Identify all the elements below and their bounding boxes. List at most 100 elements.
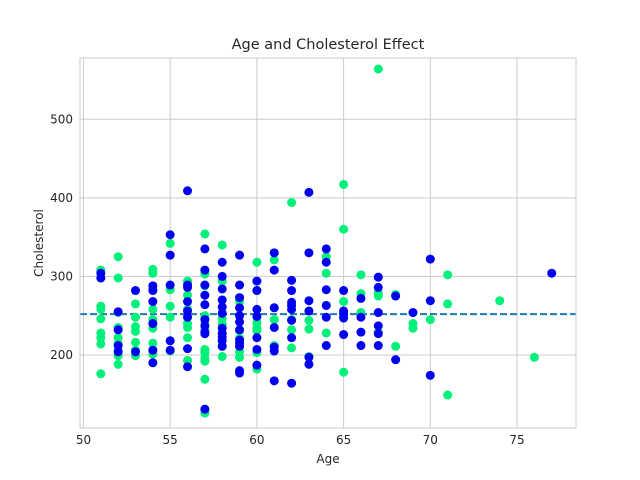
scatter-point-series-2 bbox=[304, 352, 314, 362]
scatter-point-series-2 bbox=[200, 315, 210, 325]
scatter-point-series-1 bbox=[183, 333, 193, 343]
scatter-point-series-2 bbox=[252, 360, 262, 370]
scatter-point-series-1 bbox=[321, 328, 331, 338]
scatter-point-series-2 bbox=[235, 303, 245, 313]
y-tick-label: 500 bbox=[50, 112, 73, 126]
scatter-point-series-2 bbox=[200, 329, 210, 339]
scatter-point-series-2 bbox=[287, 275, 297, 285]
scatter-point-series-2 bbox=[356, 327, 366, 337]
scatter-point-series-1 bbox=[165, 238, 175, 248]
scatter-point-series-2 bbox=[321, 244, 331, 254]
scatter-point-series-1 bbox=[130, 312, 140, 322]
scatter-point-series-2 bbox=[391, 355, 401, 365]
scatter-point-series-2 bbox=[148, 319, 158, 329]
scatter-point-series-2 bbox=[130, 286, 140, 296]
scatter-point-series-2 bbox=[304, 359, 314, 369]
scatter-point-series-2 bbox=[252, 344, 262, 354]
scatter-point-series-1 bbox=[425, 315, 435, 325]
scatter-point-series-2 bbox=[321, 312, 331, 322]
scatter-point-series-2 bbox=[235, 293, 245, 303]
scatter-point-series-2 bbox=[235, 311, 245, 321]
scatter-point-series-2 bbox=[200, 404, 210, 414]
scatter-point-series-1 bbox=[217, 240, 227, 250]
scatter-point-series-1 bbox=[96, 314, 106, 324]
x-tick-label: 65 bbox=[336, 433, 351, 447]
scatter-point-series-2 bbox=[269, 376, 279, 386]
scatter-point-series-2 bbox=[304, 187, 314, 197]
scatter-point-series-1 bbox=[113, 333, 123, 343]
scatter-point-series-2 bbox=[252, 333, 262, 343]
scatter-point-series-2 bbox=[304, 296, 314, 306]
scatter-point-series-1 bbox=[339, 367, 349, 377]
scatter-point-series-1 bbox=[287, 343, 297, 353]
scatter-point-series-1 bbox=[443, 299, 453, 309]
scatter-point-series-1 bbox=[339, 224, 349, 234]
data-points bbox=[96, 64, 557, 418]
scatter-point-series-2 bbox=[113, 347, 123, 357]
scatter-point-series-2 bbox=[339, 330, 349, 340]
scatter-point-series-2 bbox=[183, 312, 193, 322]
scatter-point-series-1 bbox=[235, 352, 245, 362]
scatter-point-series-2 bbox=[200, 265, 210, 275]
scatter-point-series-1 bbox=[113, 252, 123, 262]
scatter-point-series-1 bbox=[183, 355, 193, 365]
scatter-point-series-2 bbox=[252, 304, 262, 314]
scatter-point-series-2 bbox=[287, 286, 297, 296]
scatter-point-series-1 bbox=[304, 315, 314, 325]
scatter-point-series-2 bbox=[113, 341, 123, 351]
scatter-point-series-2 bbox=[183, 344, 193, 354]
y-tick-labels: 200 300 400 500 bbox=[50, 112, 73, 362]
scatter-point-series-2 bbox=[339, 313, 349, 323]
x-tick-label: 50 bbox=[76, 433, 91, 447]
scatter-point-series-1 bbox=[373, 64, 383, 74]
scatter-point-series-1 bbox=[148, 338, 158, 348]
scatter-point-series-2 bbox=[148, 358, 158, 368]
scatter-point-series-1 bbox=[200, 229, 210, 239]
plot-area bbox=[80, 58, 576, 428]
scatter-point-series-1 bbox=[269, 255, 279, 265]
scatter-point-series-2 bbox=[269, 303, 279, 313]
scatter-point-series-1 bbox=[495, 296, 505, 306]
scatter-point-series-1 bbox=[96, 333, 106, 343]
scatter-point-series-2 bbox=[425, 370, 435, 380]
scatter-point-series-2 bbox=[252, 311, 262, 321]
scatter-point-series-2 bbox=[373, 308, 383, 318]
scatter-point-series-2 bbox=[373, 282, 383, 292]
scatter-point-series-2 bbox=[183, 186, 193, 196]
scatter-point-series-1 bbox=[130, 299, 140, 309]
scatter-point-series-2 bbox=[304, 248, 314, 258]
scatter-point-series-2 bbox=[287, 333, 297, 343]
scatter-point-series-2 bbox=[148, 286, 158, 296]
scatter-point-series-1 bbox=[165, 312, 175, 322]
x-tick-label: 75 bbox=[509, 433, 524, 447]
scatter-point-series-2 bbox=[217, 308, 227, 318]
scatter-point-series-2 bbox=[547, 268, 557, 278]
scatter-point-series-1 bbox=[148, 304, 158, 314]
scatter-point-series-1 bbox=[287, 325, 297, 335]
scatter-point-series-2 bbox=[235, 280, 245, 290]
scatter-point-series-2 bbox=[373, 321, 383, 331]
scatter-point-series-1 bbox=[321, 268, 331, 278]
scatter-point-series-2 bbox=[356, 312, 366, 322]
scatter-point-series-2 bbox=[200, 321, 210, 331]
scatter-point-series-2 bbox=[356, 293, 366, 303]
scatter-point-series-1 bbox=[217, 352, 227, 362]
scatter-point-series-2 bbox=[200, 280, 210, 290]
scatter-point-series-2 bbox=[269, 265, 279, 275]
scatter-point-series-1 bbox=[183, 290, 193, 300]
scatter-point-series-2 bbox=[304, 306, 314, 316]
x-tick-labels: 50 55 60 65 70 75 bbox=[76, 433, 525, 447]
scatter-point-series-2 bbox=[235, 341, 245, 351]
x-tick-label: 70 bbox=[423, 433, 438, 447]
scatter-point-series-1 bbox=[96, 369, 106, 379]
scatter-point-series-2 bbox=[183, 282, 193, 292]
scatter-point-series-2 bbox=[373, 341, 383, 351]
scatter-point-series-2 bbox=[183, 297, 193, 307]
scatter-point-series-2 bbox=[165, 336, 175, 346]
scatter-point-series-2 bbox=[217, 302, 227, 312]
scatter-point-series-2 bbox=[113, 325, 123, 335]
scatter-point-series-2 bbox=[269, 248, 279, 258]
scatter-point-series-2 bbox=[287, 304, 297, 314]
scatter-point-series-2 bbox=[217, 295, 227, 305]
scatter-point-series-1 bbox=[200, 356, 210, 366]
